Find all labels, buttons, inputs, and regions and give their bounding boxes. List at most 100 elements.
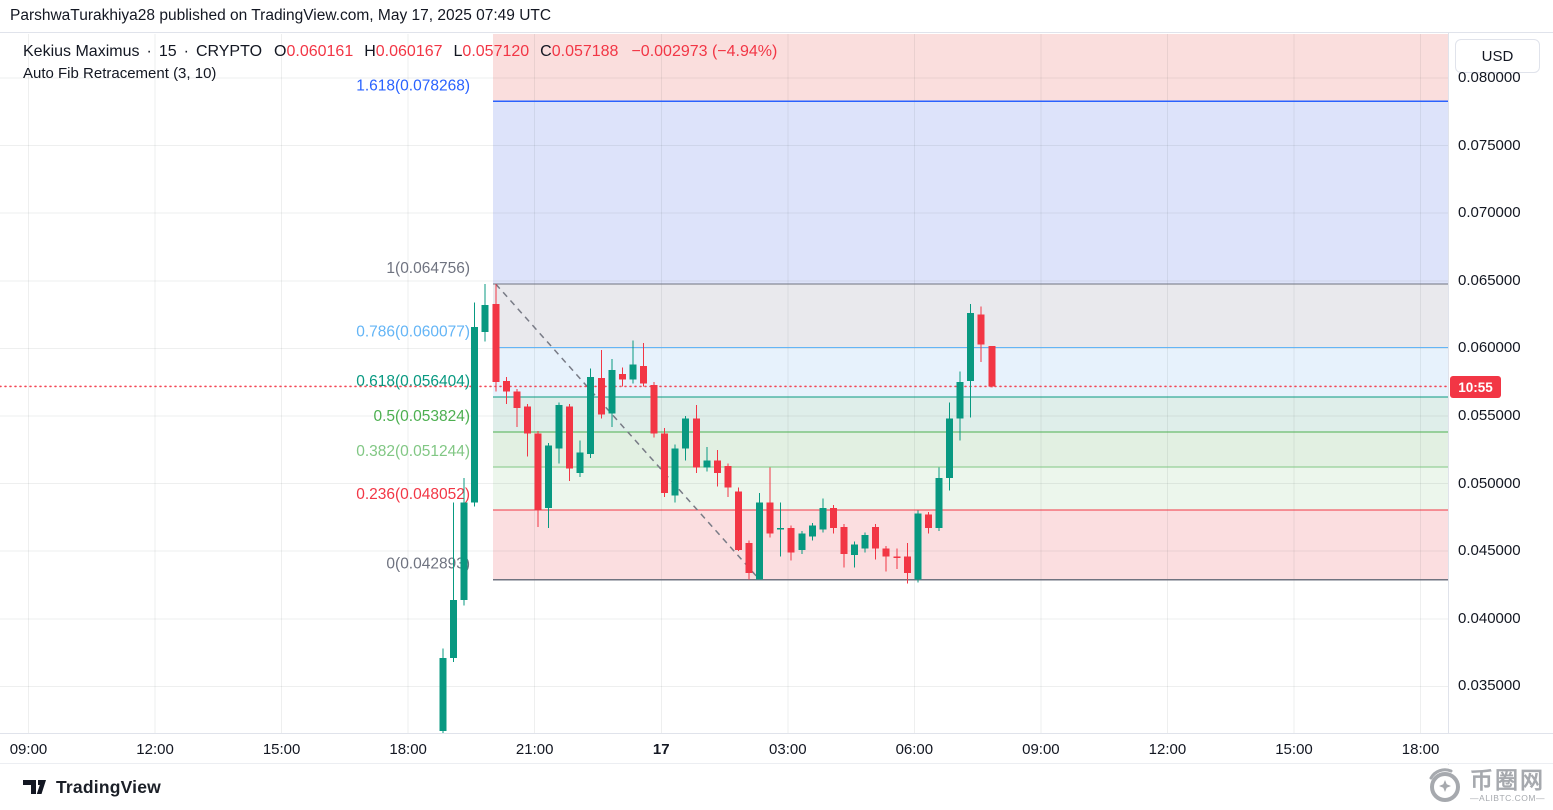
candle-03:15 <box>798 530 806 554</box>
publish-header: ParshwaTurakhiya28 published on TradingV… <box>0 0 1553 33</box>
candle-00:30 <box>682 416 690 461</box>
candle-06:30 <box>935 467 943 531</box>
fib-label-0[interactable]: 0(0.042893) <box>386 556 470 573</box>
time-axis-label: 21:00 <box>515 741 554 758</box>
candle-05:15 <box>882 545 890 572</box>
price-axis-label: 0.075000 <box>1458 136 1521 154</box>
price-axis-label: 0.040000 <box>1458 609 1521 627</box>
bar-countdown-badge: 10:55 <box>1450 376 1501 398</box>
currency-button[interactable]: USD <box>1455 39 1540 73</box>
candle-21:00 <box>534 430 542 527</box>
time-axis-label: 15:00 <box>262 741 301 758</box>
candle-23:45 <box>650 382 658 438</box>
fib-label-0.236[interactable]: 0.236(0.048052) <box>356 486 470 503</box>
candle-05:00 <box>872 524 880 560</box>
candle-03:30 <box>808 522 816 541</box>
candle-19:15 <box>460 478 468 606</box>
candle-07:00 <box>956 371 964 441</box>
candle-06:00 <box>914 510 922 583</box>
candle-00:00 <box>661 428 669 498</box>
candle-19:30 <box>471 302 479 507</box>
candle-06:45 <box>946 402 953 491</box>
time-axis-label: 12:00 <box>136 741 174 758</box>
candle-18:45 <box>439 648 447 734</box>
price-axis-label: 0.055000 <box>1458 407 1521 424</box>
symbol-exchange: CRYPTO <box>195 43 263 60</box>
tradingview-logo-icon <box>23 780 46 794</box>
candle-05:30 <box>893 548 901 569</box>
time-axis-label: 12:00 <box>1148 741 1187 758</box>
candle-23:00 <box>618 367 626 387</box>
candle-21:45 <box>566 403 574 481</box>
candle-22:00 <box>576 440 584 477</box>
time-axis[interactable]: 09:00 12:00 15:00 18:00 21:00 17 03:00 06:00 09:… <box>0 733 1553 764</box>
legend-separator: · <box>183 43 189 60</box>
candle-02:45 <box>777 502 785 557</box>
site-watermark: 币圈网 —ALIBTC.COM— <box>1425 766 1545 806</box>
candle-20:00 <box>492 284 500 392</box>
candle-22:15 <box>587 368 595 458</box>
candle-20:45 <box>523 403 531 457</box>
time-axis-label: 09:00 <box>1022 741 1060 758</box>
fib-zone <box>493 509 1448 580</box>
fib-label-0.382[interactable]: 0.382(0.051244) <box>356 443 470 460</box>
watermark-site-url: —ALIBTC.COM— <box>1470 793 1545 803</box>
published-by-line: ParshwaTurakhiya28 published on TradingV… <box>10 7 552 24</box>
fib-label-0.5[interactable]: 0.5(0.053824) <box>373 408 470 425</box>
price-axis-label: 0.035000 <box>1458 677 1521 695</box>
price-axis-label: 0.070000 <box>1458 204 1521 222</box>
candle-21:30 <box>555 402 563 464</box>
time-axis-label: 17 <box>652 741 670 758</box>
coin-swirl-icon <box>1429 768 1460 802</box>
time-axis-label: 15:00 <box>1275 741 1313 758</box>
fib-labels-layer[interactable]: 1.618(0.078268) 1(0.064756) 0.786(0.060077… <box>356 77 470 572</box>
tradingview-logo[interactable]: TradingView <box>23 777 161 798</box>
fib-label-0.618[interactable]: 0.618(0.056404) <box>356 373 470 390</box>
candle-04:30 <box>851 541 859 568</box>
indicator-legend-row[interactable]: Auto Fib Retracement (3, 10) <box>23 65 217 82</box>
candle-21:15 <box>545 443 552 529</box>
candle-05:45 <box>903 543 911 584</box>
time-axis-label: 09:00 <box>9 741 48 758</box>
fib-label-1[interactable]: 1(0.064756) <box>386 260 470 277</box>
fib-label-1.618[interactable]: 1.618(0.078268) <box>356 77 470 94</box>
candle-19:45 <box>481 284 489 342</box>
price-axis-label: 0.080000 <box>1458 69 1521 86</box>
candle-20:30 <box>513 389 521 427</box>
candle-02:15 <box>756 493 764 580</box>
ohlc-c-value: C0.057188 <box>540 43 619 60</box>
fib-zone <box>493 101 1448 285</box>
ohlc-h-value: H0.060167 <box>364 43 443 60</box>
candle-02:00 <box>745 540 753 580</box>
fib-trend-line[interactable] <box>495 283 761 581</box>
symbol-legend-row: Kekius Maximus · 15 · CRYPTO O0.060161 H0… <box>23 43 777 61</box>
candles-layer <box>439 284 996 734</box>
candle-07:30 <box>977 306 985 362</box>
candle-03:00 <box>787 525 795 561</box>
candle-07:15 <box>967 303 975 418</box>
price-axis-label: 0.045000 <box>1458 542 1521 560</box>
chart-legend: Kekius Maximus · 15 · CRYPTO O0.060161 H0… <box>23 43 777 82</box>
candle-04:45 <box>861 532 869 553</box>
price-axis-label: 0.050000 <box>1458 474 1521 492</box>
time-axis-label: 06:00 <box>895 741 934 758</box>
candle-02:30 <box>766 467 774 538</box>
ohlc-l-value: L0.057120 <box>453 43 530 60</box>
watermark-site-name: 币圈网 <box>1470 767 1545 793</box>
candle-00:15 <box>671 444 679 503</box>
candle-20:15 <box>502 376 510 404</box>
legend-separator: · <box>146 43 152 60</box>
tradingview-logo-text: TradingView <box>56 777 161 797</box>
price-axis[interactable]: USD 10:55 0.080000 0.075000 0.070000 0.0650… <box>1448 33 1553 765</box>
candle-01:45 <box>735 487 742 552</box>
candle-01:15 <box>713 449 721 487</box>
fib-label-0.786[interactable]: 0.786(0.060077) <box>356 323 470 340</box>
candle-00:45 <box>692 405 700 473</box>
change-value: −0.002973 (−4.94%) <box>631 43 778 60</box>
symbol-interval: 15 <box>158 43 177 60</box>
candle-23:30 <box>640 343 647 387</box>
fib-zone <box>493 466 1448 510</box>
candle-19:00 <box>450 502 458 663</box>
